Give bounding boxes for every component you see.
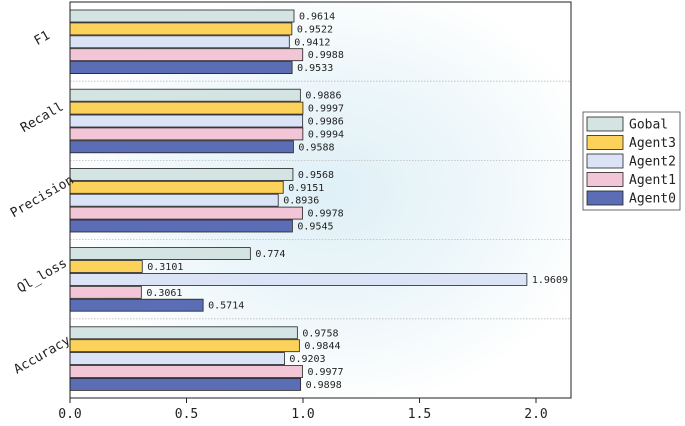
legend-swatch-agent2 [586, 153, 624, 169]
bar-agent0-f1 [69, 61, 293, 74]
legend-label-agent1: Agent1 [629, 173, 676, 188]
category-label: F1 [32, 28, 53, 49]
bar-agent3-recall [69, 101, 304, 115]
x-axis-ticks: 0.0 0.5 1.0 1.5 2.0 [58, 398, 548, 422]
bar-agent3-ql-loss [69, 260, 143, 273]
bar-gobal-precision [69, 167, 294, 181]
x-tick-label: 2.0 [524, 407, 547, 422]
value-label: 1.9609 [532, 275, 568, 286]
legend-swatch-gobal [586, 116, 624, 132]
bar-agent1-recall [69, 127, 304, 141]
value-label: 0.9533 [297, 63, 333, 74]
bar-agent2-accuracy [69, 352, 285, 366]
bar-agent1-f1 [69, 48, 304, 62]
value-label: 0.9886 [305, 91, 341, 102]
legend-swatch-agent3 [586, 135, 624, 150]
legend-swatch-agent1 [586, 172, 624, 187]
value-label: 0.9568 [298, 170, 334, 181]
value-label: 0.3061 [146, 288, 182, 299]
bar-agent1-precision [69, 206, 303, 220]
x-tick-label: 1.5 [408, 407, 431, 422]
value-label: 0.9994 [308, 129, 344, 140]
value-label: 0.9986 [308, 117, 344, 128]
value-label: 0.9977 [307, 367, 343, 378]
value-label: 0.9988 [308, 50, 344, 61]
value-label: 0.3101 [147, 262, 183, 273]
bar-agent2-f1 [69, 35, 290, 49]
value-label: 0.8936 [283, 196, 319, 207]
x-tick-label: 0.0 [58, 407, 81, 422]
bar-gobal-recall [69, 88, 301, 102]
value-label: 0.9203 [289, 354, 325, 365]
value-label: 0.9412 [294, 37, 330, 48]
value-label: 0.9614 [299, 12, 335, 23]
bar-gobal-f1 [69, 9, 295, 23]
x-tick-label: 0.5 [175, 407, 198, 422]
value-label: 0.9151 [288, 183, 324, 194]
bar-agent0-accuracy [69, 377, 302, 391]
legend-label-agent3: Agent3 [629, 136, 676, 151]
bar-agent0-ql-loss [69, 298, 204, 312]
bar-agent2-precision [69, 193, 279, 207]
bar-agent3-precision [69, 180, 284, 194]
bar-gobal-accuracy [69, 326, 298, 340]
legend-label-agent2: Agent2 [629, 155, 676, 170]
value-label: 0.9898 [306, 380, 342, 391]
x-tick-label: 1.0 [291, 407, 314, 422]
value-label: 0.9588 [298, 142, 334, 153]
category-label: Precision [8, 173, 77, 221]
value-label: 0.774 [255, 249, 285, 260]
bar-agent2-recall [69, 114, 304, 128]
value-label: 0.9997 [308, 104, 344, 115]
value-label: 0.9522 [297, 24, 333, 35]
group-separators [70, 80, 571, 320]
legend-swatch-agent0 [586, 190, 624, 206]
bar-agent1-ql-loss [69, 285, 142, 299]
legend-label-gobal: Gobal [629, 118, 668, 133]
legend: Gobal Agent3 Agent2 Agent1 Agent0 [582, 111, 681, 211]
category-label: Ql_loss [15, 256, 70, 296]
bar-agent3-accuracy [69, 339, 300, 353]
plot-frame [69, 1, 572, 399]
value-label: 0.9545 [297, 222, 333, 233]
bars-group [69, 9, 528, 391]
y-axis-category-labels: F1 Recall Precision Ql_loss Accuracy [8, 28, 77, 377]
bar-gobal-ql-loss [69, 247, 251, 261]
category-label: Recall [18, 100, 66, 136]
bar-agent2-ql-loss [69, 272, 528, 286]
bar-agent0-recall [69, 140, 294, 154]
bar-agent1-accuracy [69, 365, 303, 378]
value-label: 0.9844 [304, 341, 340, 352]
value-label: 0.9758 [302, 328, 338, 339]
value-label: 0.5714 [208, 301, 244, 312]
legend-label-agent0: Agent0 [629, 192, 676, 207]
bar-agent3-f1 [69, 22, 293, 36]
category-label: Accuracy [11, 333, 73, 377]
value-label: 0.9978 [307, 209, 343, 220]
bar-agent0-precision [69, 219, 293, 233]
